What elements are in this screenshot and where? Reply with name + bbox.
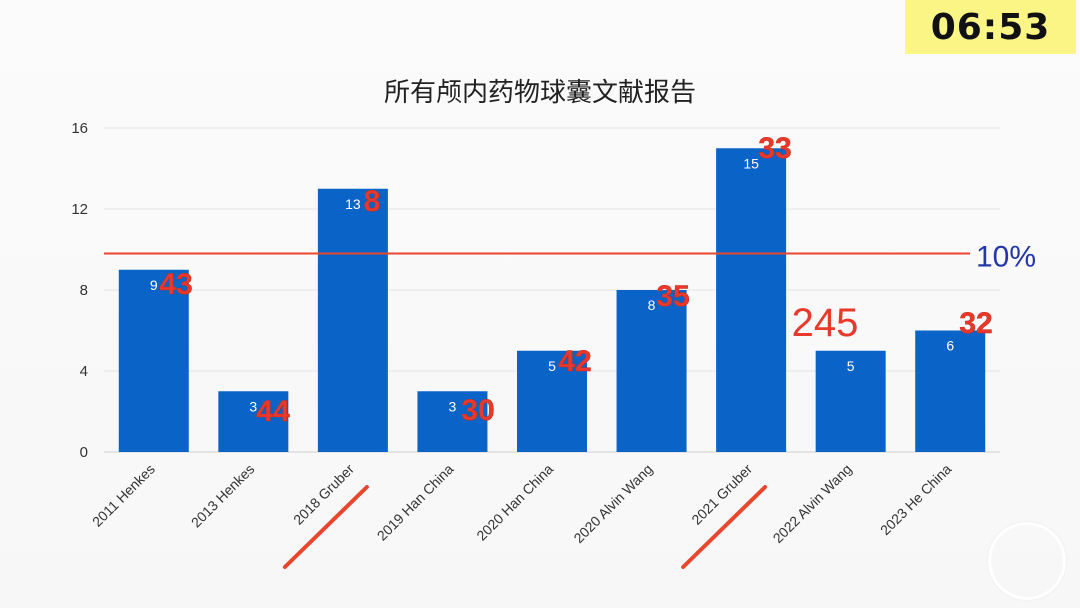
annotation-number: 43 — [159, 268, 192, 301]
bar — [417, 391, 488, 452]
annotation-number: 30 — [461, 394, 494, 427]
annotation-number: 245 — [792, 301, 859, 345]
annotation-number: 44 — [256, 395, 290, 428]
bar-value-label: 5 — [548, 358, 556, 374]
bar — [517, 350, 587, 452]
category-label: 2011 Henkes — [89, 461, 158, 530]
bar-value-label: 3 — [249, 398, 257, 414]
y-tick-label: 4 — [80, 363, 88, 380]
category-label: 2022 Alvin Wang — [770, 461, 855, 546]
category-label: 2019 Han China — [374, 461, 457, 544]
annotation-number: 32 — [959, 307, 992, 340]
category-label: 2021 Gruber — [688, 461, 755, 528]
category-label: 2020 Han China — [473, 461, 556, 544]
bar — [218, 391, 289, 452]
annotation-number: 8 — [364, 185, 381, 218]
corner-ring-watermark — [988, 522, 1066, 600]
bar — [915, 330, 986, 452]
chart-title: 所有颅内药物球囊文献报告 — [383, 78, 696, 108]
category-label: 2018 Gruber — [290, 461, 357, 528]
timer-display: 06:53 — [905, 0, 1076, 54]
bar — [118, 269, 189, 452]
bar-value-label: 8 — [648, 297, 656, 313]
annotation-number: 35 — [656, 280, 689, 313]
bar — [616, 290, 687, 452]
y-tick-label: 12 — [71, 201, 88, 218]
y-tick-label: 0 — [80, 444, 88, 461]
highlight-underline — [282, 485, 369, 569]
bar-value-label: 6 — [946, 338, 954, 354]
y-tick-label: 8 — [80, 282, 88, 299]
bar-value-label: 5 — [847, 358, 855, 374]
bar — [716, 148, 787, 452]
bar-value-label: 13 — [345, 196, 361, 212]
y-tick-label: 16 — [71, 120, 88, 137]
reference-line-label: 10% — [976, 241, 1036, 274]
category-label: 2013 Henkes — [188, 461, 258, 531]
category-label: 2023 He China — [877, 461, 955, 539]
bar-value-label: 15 — [743, 155, 759, 171]
bar — [815, 350, 886, 452]
bar-value-label: 9 — [150, 277, 158, 293]
bar — [317, 188, 388, 452]
annotation-number: 33 — [758, 132, 791, 165]
category-label: 2020 Alvin Wang — [570, 461, 655, 546]
annotation-number: 42 — [558, 345, 591, 378]
bar-value-label: 3 — [449, 398, 457, 414]
highlight-underline — [681, 485, 768, 569]
